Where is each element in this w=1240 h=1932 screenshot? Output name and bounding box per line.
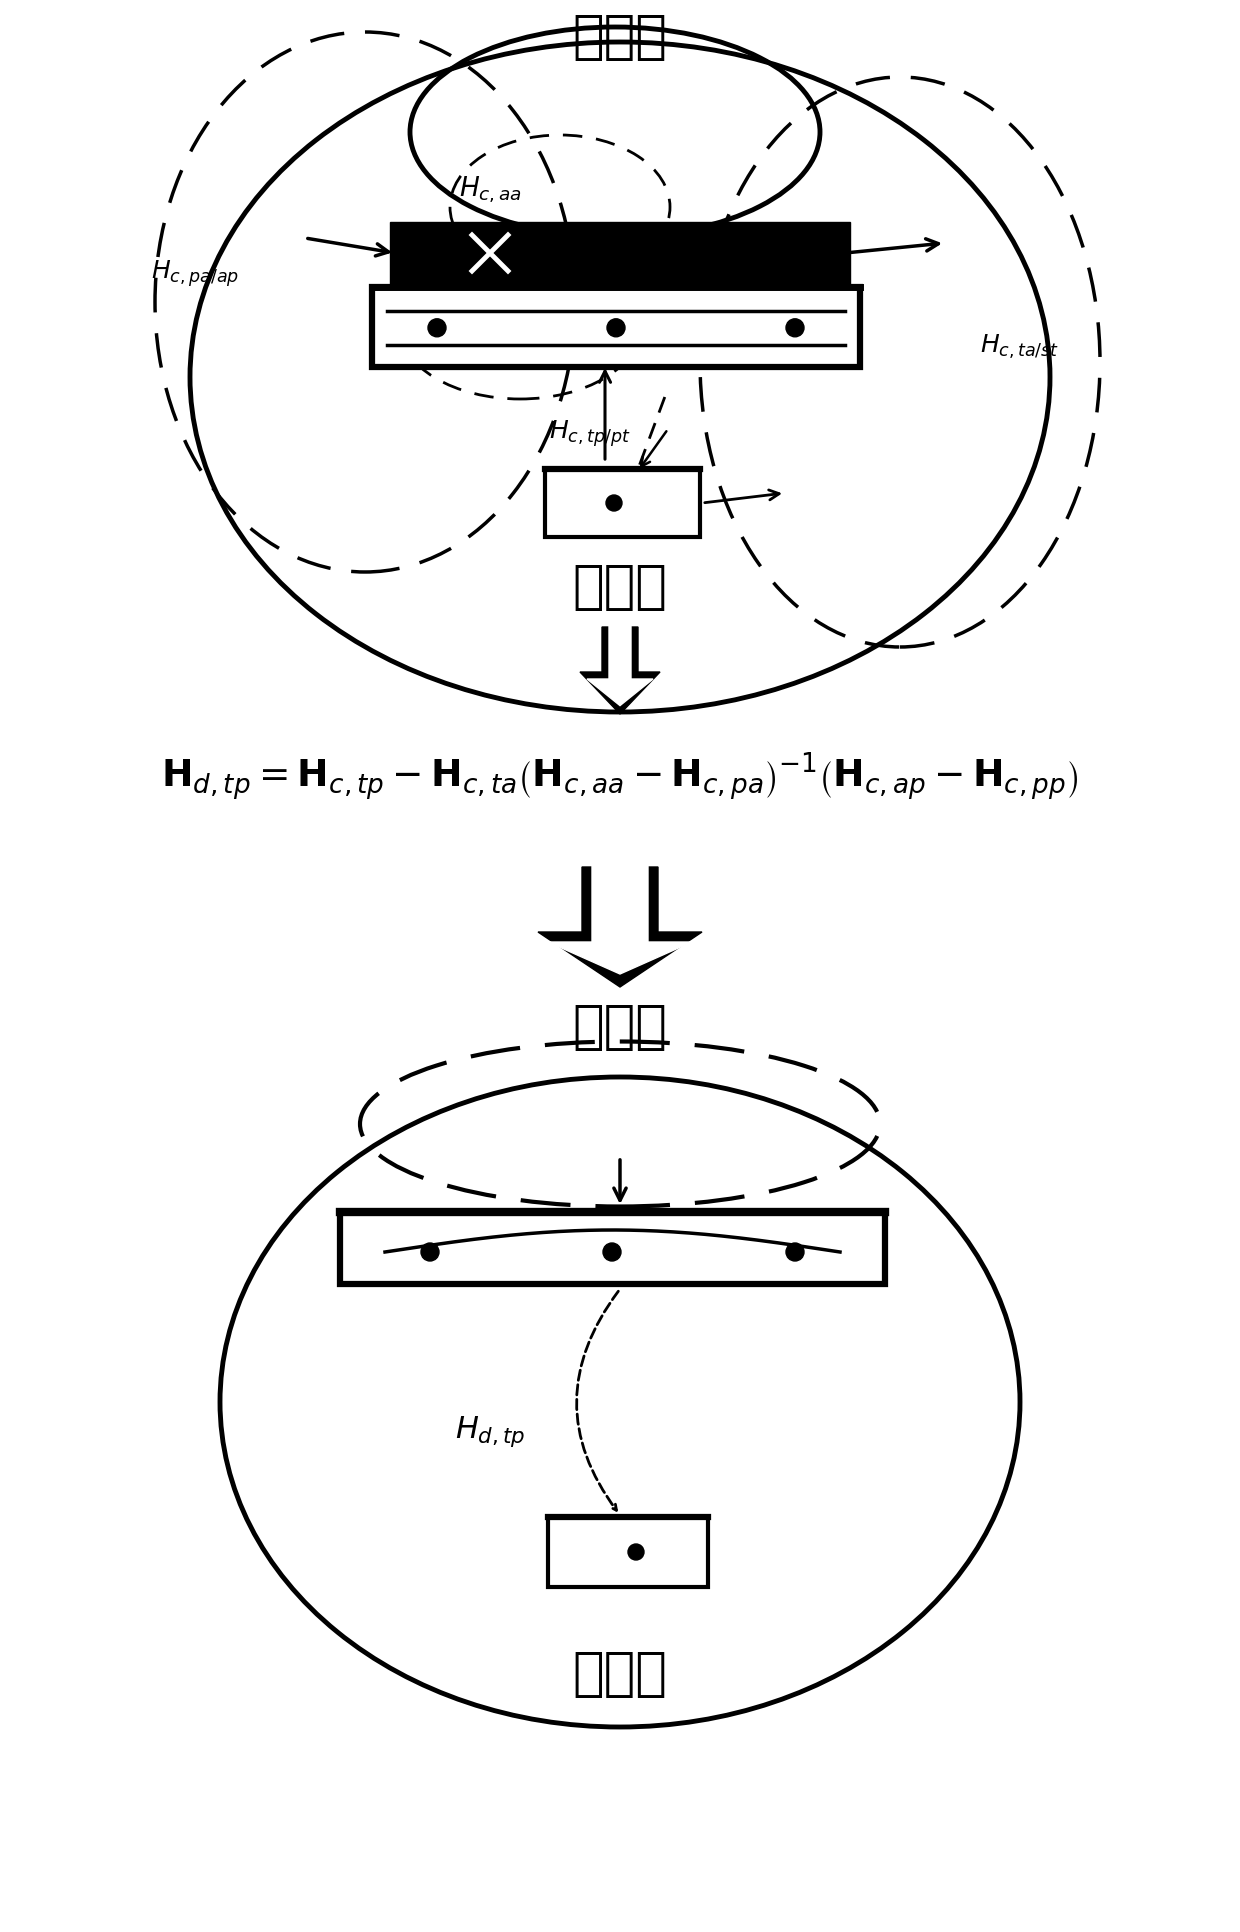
- Text: $H_{c,pp}$: $H_{c,pp}$: [414, 303, 475, 334]
- Polygon shape: [587, 620, 653, 705]
- Text: 主动件: 主动件: [573, 12, 667, 64]
- Polygon shape: [340, 1211, 885, 1285]
- Polygon shape: [538, 867, 702, 987]
- Text: 主动件: 主动件: [573, 1001, 667, 1053]
- Circle shape: [428, 319, 446, 336]
- Circle shape: [786, 319, 804, 336]
- Circle shape: [627, 1544, 644, 1559]
- Bar: [546, 469, 701, 537]
- Bar: [340, 1211, 885, 1285]
- Polygon shape: [391, 222, 849, 284]
- Circle shape: [422, 1242, 439, 1262]
- Polygon shape: [548, 858, 692, 974]
- Text: $H_{d,tp}$: $H_{d,tp}$: [455, 1414, 526, 1449]
- Text: $H_{c,aa}$: $H_{c,aa}$: [459, 174, 522, 205]
- Text: 被动件: 被动件: [573, 560, 667, 612]
- Text: 被动件: 被动件: [573, 1648, 667, 1700]
- Circle shape: [606, 495, 622, 510]
- Circle shape: [786, 1242, 804, 1262]
- Circle shape: [603, 1242, 621, 1262]
- Polygon shape: [372, 288, 861, 367]
- Bar: [372, 288, 861, 367]
- Text: $\mathbf{H}_{d,tp} = \mathbf{H}_{c,tp} - \mathbf{H}_{c,ta}\left(\mathbf{H}_{c,aa: $\mathbf{H}_{d,tp} = \mathbf{H}_{c,tp} -…: [161, 752, 1079, 804]
- Circle shape: [608, 319, 625, 336]
- Text: $H_{c,pa/ap}$: $H_{c,pa/ap}$: [151, 259, 239, 290]
- Polygon shape: [580, 628, 660, 715]
- Text: $H_{c,tp/pt}$: $H_{c,tp/pt}$: [549, 419, 631, 450]
- Text: $H_{c,ta/st}$: $H_{c,ta/st}$: [981, 332, 1060, 361]
- Bar: [548, 1517, 708, 1586]
